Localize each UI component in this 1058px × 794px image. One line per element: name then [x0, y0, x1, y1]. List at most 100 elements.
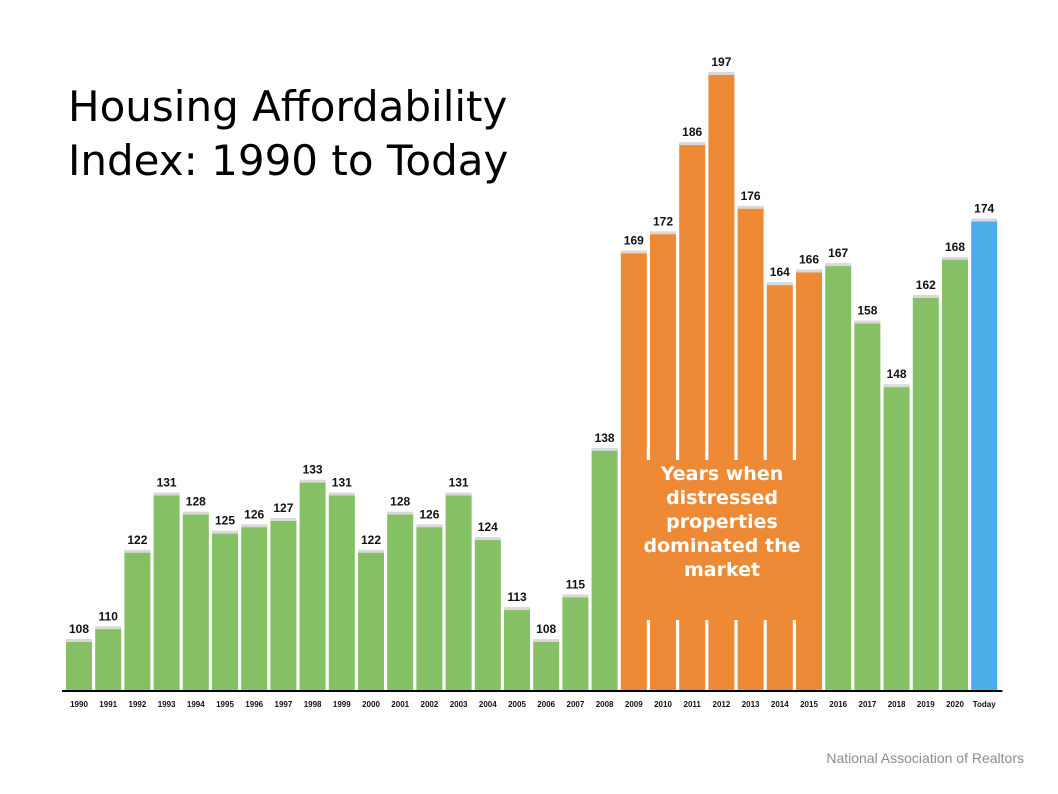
tick-label-2006: 2006	[537, 700, 555, 709]
value-label-2005: 113	[507, 590, 527, 604]
value-label-2008: 138	[595, 431, 615, 445]
bar-1993	[153, 494, 180, 690]
tick-label-2002: 2002	[421, 700, 439, 709]
bar-2000	[358, 551, 384, 690]
value-label-2014: 164	[770, 265, 790, 279]
tick-label-1993: 1993	[158, 700, 176, 709]
annotation-line-3: properties	[666, 511, 778, 533]
bar-2017	[854, 322, 881, 690]
bar-today	[971, 220, 998, 690]
bar-2004	[474, 539, 501, 690]
bar-2019	[912, 297, 939, 690]
tick-label-1991: 1991	[99, 700, 117, 709]
tick-label-1999: 1999	[333, 700, 351, 709]
tick-label-today: Today	[973, 700, 997, 709]
value-label-1993: 131	[157, 476, 177, 490]
value-label-2010: 172	[653, 214, 673, 228]
bar-top-edge	[942, 256, 968, 260]
tick-label-2008: 2008	[596, 700, 614, 709]
bar-top-edge	[650, 231, 676, 235]
bar-top-edge	[241, 524, 268, 528]
bar-top-edge	[708, 72, 735, 75]
bar-top-edge	[533, 639, 560, 642]
annotation-line-2: distressed	[666, 487, 778, 509]
source-credit: National Association of Realtors	[826, 750, 1024, 766]
bar-top-edge	[416, 524, 443, 528]
chart-title: Housing Affordability Index: 1990 to Tod…	[68, 80, 588, 188]
tick-label-1998: 1998	[304, 700, 322, 709]
bar-top-edge	[883, 384, 910, 388]
bar-2006	[533, 641, 560, 690]
value-label-2013: 176	[741, 189, 761, 203]
value-label-1991: 110	[99, 609, 119, 623]
bar-top-edge	[182, 511, 209, 515]
bar-top-edge	[562, 594, 589, 598]
bars-layer	[66, 72, 998, 691]
value-label-1999: 131	[332, 476, 352, 490]
bar-top-edge	[620, 250, 647, 254]
tick-label-2019: 2019	[917, 700, 935, 709]
bar-1994	[182, 513, 209, 690]
tick-label-2012: 2012	[713, 700, 731, 709]
bar-2003	[445, 494, 472, 690]
tick-label-2000: 2000	[362, 700, 380, 709]
value-label-1992: 122	[127, 533, 147, 547]
bar-top-edge	[299, 479, 326, 483]
bar-top-edge	[445, 492, 472, 496]
bar-1990	[66, 641, 92, 690]
bar-2008	[591, 449, 618, 690]
value-label-2019: 162	[916, 278, 936, 292]
value-label-1994: 128	[186, 495, 206, 509]
tick-label-2009: 2009	[625, 700, 643, 709]
bar-top-edge	[825, 263, 852, 267]
bar-top-edge	[854, 320, 881, 324]
chart-title-line-2: Index: 1990 to Today	[68, 136, 509, 185]
value-label-2001: 128	[390, 495, 410, 509]
value-label-2002: 126	[419, 507, 439, 521]
value-label-2012: 197	[711, 55, 731, 69]
tick-label-2015: 2015	[800, 700, 818, 709]
value-label-2018: 148	[887, 367, 907, 381]
annotation-line-4: dominated the	[643, 535, 801, 557]
value-label-1997: 127	[273, 501, 293, 515]
bar-top-edge	[766, 282, 793, 286]
bar-top-edge	[212, 530, 238, 534]
bar-1999	[328, 494, 355, 690]
value-label-2000: 122	[361, 533, 381, 547]
value-label-2017: 158	[857, 304, 877, 318]
value-label-1990: 108	[69, 622, 89, 636]
value-label-2020: 168	[945, 240, 965, 254]
tick-label-1995: 1995	[216, 700, 234, 709]
bar-top-edge	[270, 518, 297, 521]
bar-top-edge	[679, 142, 706, 146]
bar-top-edge	[95, 626, 122, 630]
value-label-1995: 125	[215, 514, 235, 528]
bar-top-edge	[591, 447, 618, 451]
bar-top-edge	[796, 269, 822, 273]
tick-label-1996: 1996	[245, 700, 263, 709]
tick-label-2017: 2017	[859, 700, 877, 709]
bar-top-edge	[474, 537, 501, 541]
bar-1997	[270, 520, 297, 690]
value-label-1998: 133	[303, 463, 323, 477]
tick-label-1997: 1997	[275, 700, 293, 709]
bar-top-edge	[737, 205, 764, 209]
tick-label-2007: 2007	[567, 700, 585, 709]
tick-label-2014: 2014	[771, 700, 789, 709]
value-label-2006: 108	[536, 622, 556, 636]
tick-label-1992: 1992	[129, 700, 147, 709]
bar-top-edge	[971, 218, 998, 222]
tick-label-2005: 2005	[508, 700, 526, 709]
x-tick-labels: 1990 1991 1992 1993 1994 1995 1996 1997 1998 1999…	[70, 700, 996, 709]
bar-top-edge	[66, 639, 92, 642]
tick-label-2013: 2013	[742, 700, 760, 709]
bar-2018	[883, 386, 910, 690]
bar-top-edge	[387, 511, 414, 515]
bar-2005	[504, 609, 530, 690]
tick-label-2016: 2016	[829, 700, 847, 709]
chart-title-line-1: Housing Affordability	[68, 82, 508, 131]
value-label-2004: 124	[478, 520, 498, 534]
tick-label-2001: 2001	[391, 700, 409, 709]
annotation-line-1: Years when	[660, 463, 784, 485]
